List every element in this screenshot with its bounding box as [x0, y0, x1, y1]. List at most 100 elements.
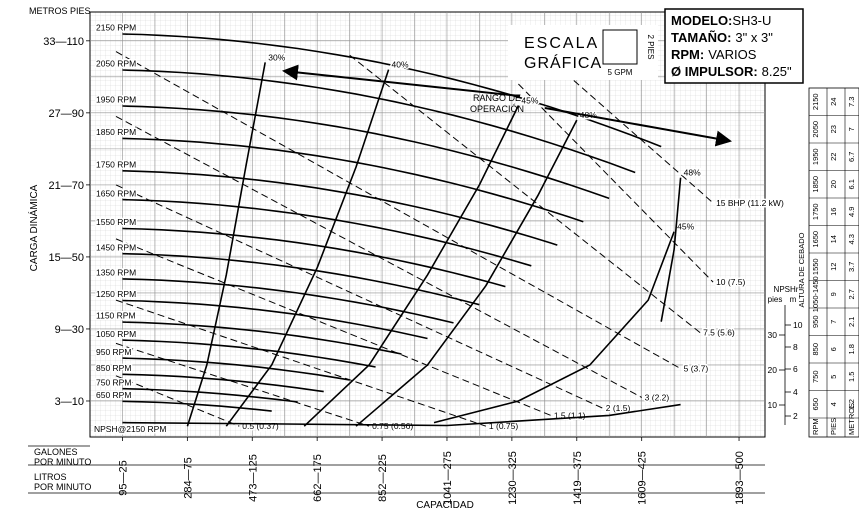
- sieve-table-cell: 6.1: [847, 179, 856, 189]
- svg-text:TAMAÑO:3" x 3": TAMAÑO: 3" x 3": [671, 30, 773, 45]
- sieve-table-cell: 1850: [811, 176, 820, 193]
- sieve-table-cell: 2.1: [847, 317, 856, 327]
- x-tick-label: 852—225: [377, 454, 389, 502]
- npshr-unit-ft: pies: [768, 295, 783, 304]
- efficiency-label: 48%: [684, 168, 701, 178]
- x-axis: GALONES POR MINUTO LITROS POR MINUTO 95—…: [28, 437, 765, 511]
- npshr-ft-label: 20: [768, 365, 778, 375]
- sieve-table-cell: 1.2: [847, 399, 856, 409]
- scale-square: [602, 29, 638, 65]
- x-tick-label: 1893—500: [734, 451, 746, 505]
- lpm-label-1: LITROS: [34, 472, 67, 482]
- speed-curve: [122, 299, 428, 340]
- efficiency-label: 45%: [521, 96, 538, 106]
- bhp-label: 5 (3.7): [684, 364, 709, 374]
- sieve-table-cell: 12: [829, 263, 838, 271]
- speed-curve: [122, 137, 584, 223]
- npshr-m-label: 4: [793, 387, 798, 397]
- sieve-axis-label: ALTURA DE CEBADO: [797, 232, 806, 307]
- speed-curve: [122, 339, 376, 368]
- sieve-table-cell: 23: [829, 125, 838, 133]
- sieve-table-cell: 2.7: [847, 289, 856, 299]
- y-tick-label: 15—50: [49, 252, 84, 264]
- bhp-label: 10 (7.5): [716, 277, 745, 287]
- sieve-table-cell: 7.3: [847, 97, 856, 107]
- sieve-table-cell: 14: [829, 235, 838, 243]
- npshr-m-label: 6: [793, 364, 798, 374]
- sieve-height-table: RPM PIES METROS 2150 24 7.3 2050 23 7 1950 22 6.7 18…: [808, 87, 859, 438]
- sieve-table-cell: 16: [829, 208, 838, 216]
- x-tick-label: 1230—325: [507, 451, 519, 505]
- sieve-table-cell: 1950: [811, 148, 820, 165]
- bhp-label: 0.5 (0.37): [242, 421, 279, 431]
- x-tick-label: 473—125: [247, 454, 259, 502]
- speed-curve-label: 850 RPM: [96, 363, 131, 373]
- x-tick-label: 1609—425: [637, 451, 649, 505]
- bhp-label: 2 (1.5): [606, 403, 631, 413]
- npshr-unit-m: m: [790, 295, 797, 304]
- sieve-table-cell: 6.7: [847, 152, 856, 162]
- y-axis: METROS PIES CARGA DINÁMICA 3—10 9—30 15—50…: [27, 6, 91, 408]
- svg-text:Ø IMPULSOR:8.25": Ø IMPULSOR: 8.25": [671, 64, 792, 79]
- bhp-label: 7.5 (5.6): [703, 328, 735, 338]
- efficiency-line: [433, 231, 675, 424]
- y-axis-title: CARGA DINÁMICA: [27, 184, 40, 271]
- sieve-table-cell: 3.7: [847, 262, 856, 272]
- impeller-label: Ø IMPULSOR:: [671, 64, 758, 79]
- bhp-line: [115, 238, 551, 416]
- npshr-axis: ALTURA DE CEBADO NPSHr pies m 10 20 30 2 4 6 8…: [768, 232, 806, 425]
- speed-curve-label: 950 RPM: [96, 347, 131, 357]
- sieve-table-cell: 1650: [811, 231, 820, 248]
- scale-title-1: ESCALA: [524, 35, 599, 52]
- sieve-table-cell: 4: [829, 402, 838, 406]
- speed-curve: [122, 33, 662, 148]
- efficiency-line: [186, 62, 266, 427]
- bhp-line: [115, 51, 681, 370]
- x-tick-label: 284—75: [182, 457, 194, 499]
- operating-range-annotation: RANGO DE OPERACIÓN: [282, 64, 732, 147]
- graphic-scale: ESCALA GRÁFICA 5 GPM 2 PIES: [508, 25, 658, 80]
- bhp-label: 0.75 (0.56): [372, 421, 413, 431]
- bhp-line: [115, 342, 370, 427]
- bhp-line: [518, 83, 714, 283]
- y-tick-label: 9—30: [55, 324, 84, 336]
- sieve-table-cell: 2050: [811, 121, 820, 138]
- speed-curve: [122, 69, 636, 174]
- sieve-table-cell: 7: [847, 127, 856, 131]
- svg-text:MODELO:SH3-U: MODELO:SH3-U: [671, 13, 771, 28]
- sieve-table-cell: 1.5: [847, 372, 856, 382]
- sieve-table-frame: [808, 87, 859, 438]
- y-tick-label: 21—70: [49, 180, 84, 192]
- sieve-table-row-label: RPM: [811, 418, 820, 435]
- rpm-value: VARIOS: [708, 47, 756, 62]
- scale-title-2: GRÁFICA: [524, 53, 602, 72]
- size-label: TAMAÑO:: [671, 30, 731, 45]
- sieve-table-cell: 4.9: [847, 207, 856, 217]
- sieve-table-cell: 650: [811, 398, 820, 411]
- impeller-value: 8.25": [762, 64, 792, 79]
- speed-curve-label: 1850 RPM: [96, 127, 136, 137]
- sieve-table-cell: 7: [829, 320, 838, 324]
- efficiency-label: 45%: [677, 222, 694, 232]
- model-label: MODELO:: [671, 13, 732, 28]
- efficiency-line: [225, 69, 390, 427]
- speed-curve: [122, 227, 506, 288]
- speed-curve: [122, 357, 350, 381]
- speed-curve-label: 1550 RPM: [96, 217, 136, 227]
- npsh-curve-line: [122, 403, 681, 427]
- sieve-table-row-label: PIES: [829, 418, 838, 435]
- model-value: SH3-U: [732, 13, 771, 28]
- x-tick-label: 1041—275: [442, 451, 454, 505]
- sieve-table-cell: 1550: [811, 258, 820, 275]
- sieve-table-cell: 22: [829, 153, 838, 161]
- bhp-line: [115, 184, 603, 409]
- npsh-curve: NPSH@2150 RPM: [93, 403, 681, 435]
- speed-curve-label: 650 RPM: [96, 390, 131, 400]
- speed-curve: [122, 198, 532, 267]
- efficiency-line: [660, 177, 682, 322]
- x-tick-label: 1419—375: [572, 451, 584, 505]
- x-axis-title: CAPACIDAD: [416, 500, 474, 511]
- x-ticks: 95—25 284—75 473—125 662—175 852—225 1041—275…: [117, 437, 746, 505]
- plot-area: [89, 11, 766, 438]
